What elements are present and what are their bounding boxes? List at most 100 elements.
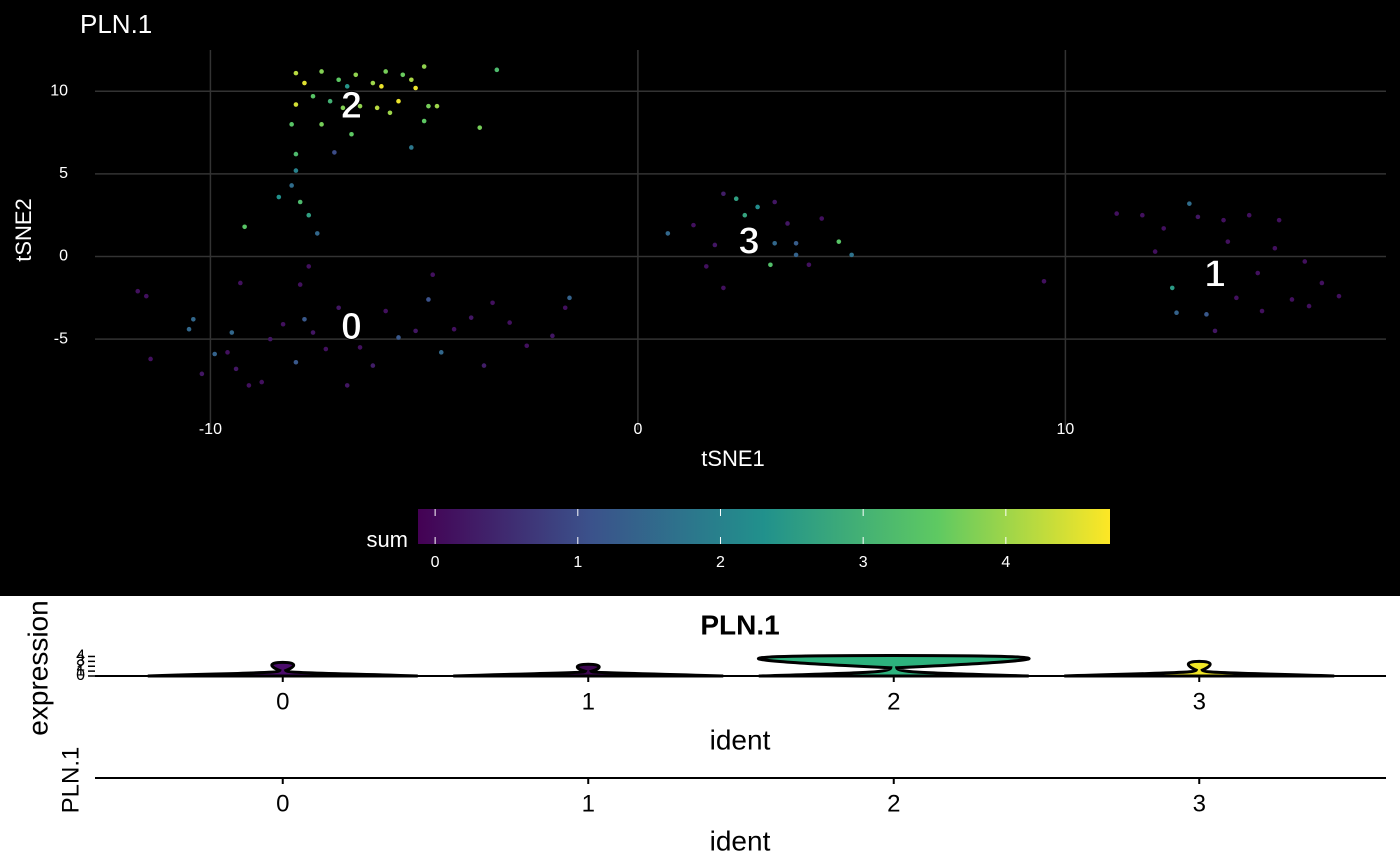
point [1195,214,1201,220]
point [712,242,718,248]
point [306,264,312,269]
point [793,241,799,246]
y-axis-label: tSNE2 [11,198,36,262]
point [481,363,487,368]
point [438,350,444,355]
point [721,191,726,197]
point [1221,217,1226,223]
y-tick-label: 2 [76,657,85,674]
colorbar-tick-label: 2 [716,554,725,571]
cluster-label: 3 [738,220,759,262]
point [768,262,773,268]
point [400,72,406,78]
point [383,308,388,314]
cluster-label: 2 [341,85,362,127]
point [1152,249,1158,254]
y-tick-label: -5 [54,330,68,347]
point [1306,303,1312,309]
point [302,80,307,86]
point [293,70,299,76]
point [319,122,324,127]
point [310,93,316,99]
y-tick-label: 5 [59,165,68,182]
point [1302,259,1308,264]
point [434,103,440,109]
y-tick-label: 3 [76,653,85,670]
point [430,272,436,277]
point [1246,212,1252,218]
point [1319,280,1325,286]
x-axis-label: tSNE1 [701,446,765,471]
point [426,103,431,109]
violin [147,660,418,678]
x-axis-label: ident [710,724,771,755]
x-tick-label: -10 [199,421,222,438]
chart-title: PLN.1 [80,9,152,39]
point [344,383,350,388]
point [319,69,324,74]
point [468,315,474,320]
point [477,125,483,130]
point [849,252,854,258]
point [772,199,777,205]
point [357,103,363,109]
point [421,118,427,124]
point [186,326,192,332]
point [836,239,842,244]
point [1259,308,1265,314]
colorbar-label: sum [366,527,408,552]
point [1234,295,1239,301]
point [1114,211,1119,216]
violin [1064,659,1335,678]
point [310,330,316,335]
x-tick-label: 2 [887,790,900,817]
point [524,343,530,349]
point [353,72,359,78]
point [340,105,346,111]
point [772,241,777,246]
point [293,151,299,157]
point [413,85,418,91]
point [276,194,282,200]
point [1225,239,1231,244]
point [383,69,388,74]
x-tick-label: 3 [1193,790,1206,817]
point [755,204,760,210]
point [1255,270,1261,276]
point [704,264,709,269]
point [297,199,303,205]
x-tick-label: 3 [1193,688,1206,715]
point [494,67,500,73]
point [742,212,748,218]
point [793,252,799,258]
point [242,224,247,230]
chart-title: PLN.1 [700,609,779,640]
y-axis-label: PLN.1 [57,747,84,814]
point [1276,217,1282,223]
point [490,300,495,306]
point [297,282,303,287]
point [1169,285,1175,291]
point [733,196,739,201]
point [806,262,812,268]
point [289,183,294,188]
point [246,383,252,388]
colorbar [418,509,1110,544]
point [280,321,286,327]
point [289,122,294,127]
colorbar-tick-label: 4 [1001,554,1010,571]
point [238,280,243,286]
x-tick-label: 1 [582,688,595,715]
point [143,293,149,299]
point [370,363,376,368]
x-tick-label: 1 [582,790,595,817]
point [1204,312,1209,317]
colorbar-tick-label: 1 [573,554,582,571]
colorbar-tick-label: 3 [859,554,868,571]
point [396,98,401,104]
x-tick-label: 2 [887,688,900,715]
y-axis-label: expression [22,600,53,735]
point [819,216,825,221]
point [327,98,333,104]
